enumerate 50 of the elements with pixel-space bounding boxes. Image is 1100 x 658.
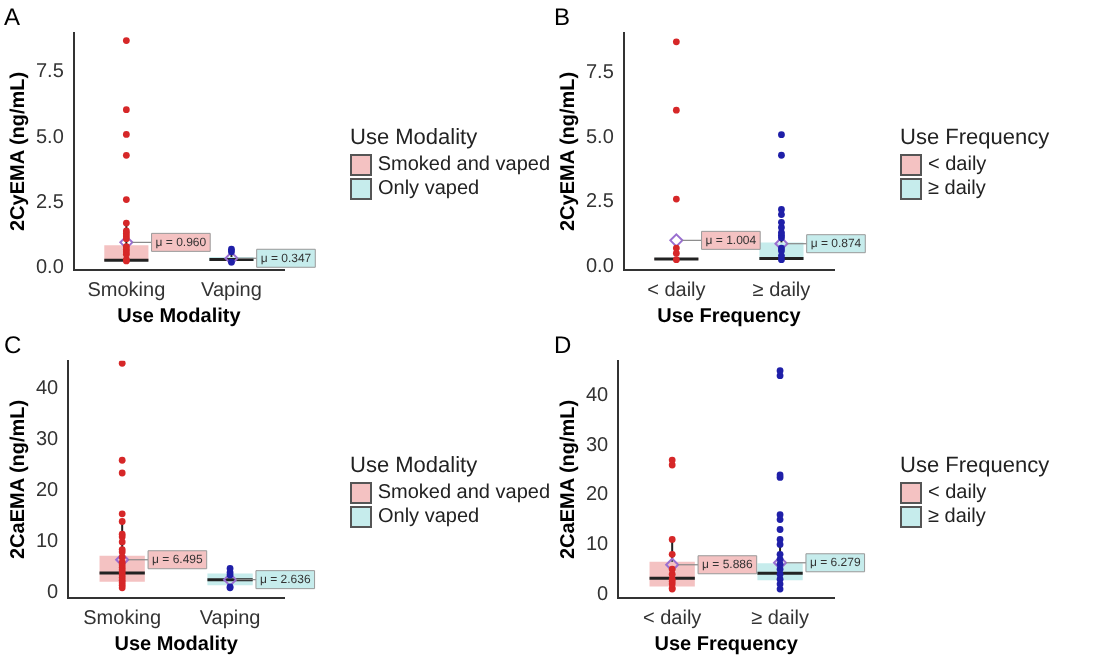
x-tick-label: Vaping <box>201 279 262 302</box>
y-axis-title: 2CyEMA (ng/mL) <box>557 71 580 232</box>
chart-title: A <box>4 3 21 32</box>
x-axis-title: Use Modality <box>117 305 242 328</box>
y-tick-label: 2.5 <box>585 191 615 214</box>
x-tick-label: ≥ daily <box>752 279 811 302</box>
x-tick-label: Vaping <box>199 607 261 630</box>
y-tick-label: 7.5 <box>35 61 65 84</box>
x-tick-label: Smoking <box>83 607 162 630</box>
legend-label: Smoked and vaped <box>377 482 550 504</box>
chart-title: C <box>4 331 22 360</box>
legend-label: Only vaped <box>378 506 480 528</box>
y-tick-label: 0 <box>597 583 610 606</box>
y-tick-label: 2.5 <box>35 191 65 214</box>
x-tick-label: < daily <box>647 279 706 302</box>
y-tick-label: 20 <box>586 484 610 507</box>
x-axis-title: Use Frequency <box>654 633 799 656</box>
x-tick-label: < daily <box>643 607 702 630</box>
x-tick-label: ≥ daily <box>751 607 809 630</box>
y-axis-title: 2CaEMA (ng/mL) <box>7 399 30 560</box>
legend-label: < daily <box>928 154 987 176</box>
y-tick-label: 0 <box>47 582 60 605</box>
y-tick-label: 40 <box>586 385 610 408</box>
chart-title: D <box>554 331 572 360</box>
y-tick-label: 40 <box>36 378 60 401</box>
y-tick-label: 7.5 <box>585 62 615 85</box>
x-tick-label: Smoking <box>87 279 166 302</box>
chart-title: B <box>554 3 571 32</box>
y-tick-label: 30 <box>586 434 610 457</box>
legend-label: < daily <box>928 482 987 504</box>
legend-title: Use Modality <box>350 454 480 478</box>
legend-label: Only vaped <box>378 178 480 200</box>
y-tick-label: 10 <box>586 533 610 556</box>
legend-label: Smoked and vaped <box>377 154 550 176</box>
x-axis-title: Use Modality <box>114 633 239 656</box>
y-tick-label: 5.0 <box>585 126 615 149</box>
x-axis-title: Use Frequency <box>657 305 802 328</box>
legend-title: Use Modality <box>350 126 480 150</box>
legend-title: Use Frequency <box>900 126 1052 150</box>
y-tick-label: 0.0 <box>35 256 65 279</box>
y-tick-label: 0.0 <box>585 255 615 278</box>
legend-title: Use Frequency <box>900 454 1052 478</box>
y-tick-label: 10 <box>36 531 60 554</box>
y-tick-label: 20 <box>36 480 60 503</box>
y-axis-title: 2CyEMA (ng/mL) <box>7 71 30 232</box>
y-tick-label: 30 <box>36 429 60 452</box>
y-axis-title: 2CaEMA (ng/mL) <box>557 399 580 560</box>
legend-label: ≥ daily <box>928 178 986 200</box>
y-tick-label: 5.0 <box>35 126 65 149</box>
legend-label: ≥ daily <box>928 506 986 528</box>
